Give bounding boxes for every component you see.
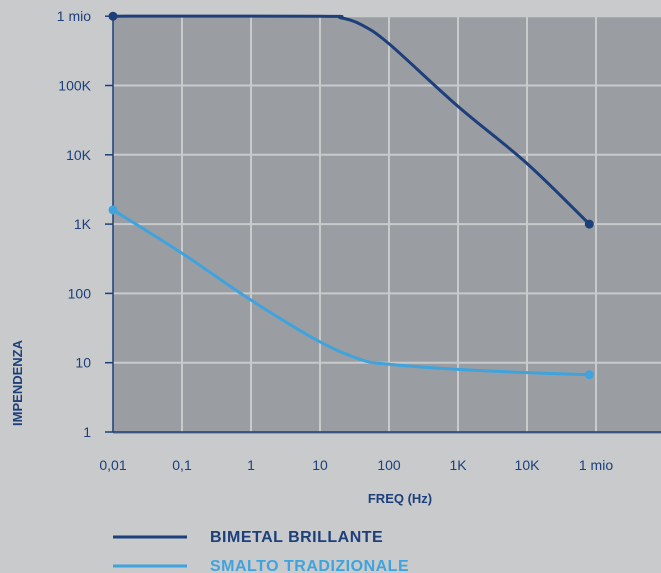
y-axis-title: IMPENDENZA: [10, 339, 25, 426]
x-tick-label: 10K: [515, 457, 541, 473]
x-tick-label: 100: [377, 457, 401, 473]
y-tick-label: 10: [75, 355, 91, 371]
legend: BIMETAL BRILLANTE SMALTO TRADIZIONALE: [113, 529, 409, 573]
x-tick-label: 10: [312, 457, 328, 473]
x-tick-labels: 0,01 0,1 1 10 100 1K 10K 1 mio: [99, 457, 613, 473]
series-line-1: [112, 208, 590, 377]
series-line-0: [112, 14, 591, 226]
y-tick-label: 100: [68, 285, 92, 301]
y-tick-label: 10K: [66, 147, 92, 163]
x-axis-title: FREQ (Hz): [368, 491, 432, 506]
y-tick-label: 1 mio: [57, 8, 91, 24]
x-tick-label: 1: [247, 457, 255, 473]
series-0-point: [584, 219, 594, 229]
x-tick-label: 1 mio: [579, 457, 613, 473]
series-1-point: [108, 205, 118, 215]
series-1-point: [584, 370, 594, 380]
legend-label-bimetal: BIMETAL BRILLANTE: [210, 529, 383, 546]
y-tick-label: 100K: [58, 78, 91, 94]
legend-label-smalto: SMALTO TRADIZIONALE: [210, 558, 409, 573]
y-tick-label: 1K: [74, 216, 92, 232]
x-tick-label: 1K: [449, 457, 467, 473]
series-0-point: [108, 11, 118, 21]
grid-lines: [113, 15, 661, 432]
x-tick-label: 0,01: [99, 457, 126, 473]
y-tick-labels: 1 10 100 1K 10K 100K 1 mio: [57, 8, 113, 440]
series-layer: [108, 11, 594, 380]
x-tick-label: 0,1: [172, 457, 192, 473]
y-tick-label: 1: [83, 424, 91, 440]
